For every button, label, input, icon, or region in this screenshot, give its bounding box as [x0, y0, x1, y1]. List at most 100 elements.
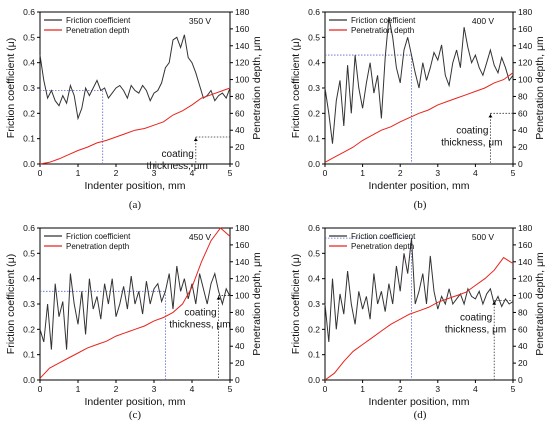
y-tick-label: 0.4 — [308, 274, 320, 284]
y-tick-label: 0.3 — [308, 299, 320, 309]
y2-tick-label: 20 — [235, 358, 245, 368]
panel-label: (b) — [414, 199, 427, 211]
y-tick-label: 0.1 — [308, 134, 320, 144]
friction-coefficient-line — [39, 34, 231, 121]
y2-tick-label: 100 — [235, 75, 249, 85]
y2-tick-label: 180 — [235, 7, 249, 17]
y-tick-label: 0.3 — [23, 299, 35, 309]
x-tick-label: 1 — [360, 384, 365, 394]
annotation-arrow — [193, 137, 198, 141]
y-tick-label: 0.6 — [23, 7, 35, 17]
y2-tick-label: 60 — [235, 324, 245, 334]
x-tick-label: 4 — [473, 384, 478, 394]
y2-tick-label: 120 — [518, 58, 532, 68]
x-axis-title: Indenter position, mm — [85, 180, 186, 192]
legend-label: Friction coefficient — [66, 16, 131, 25]
y-axis-title: Friction coefficient (μ) — [290, 254, 302, 354]
y2-tick-label: 160 — [518, 240, 532, 250]
voltage-label: 500 V — [472, 232, 495, 242]
y-axis-title: Friction coefficient (μ) — [290, 38, 302, 138]
y2-tick-label: 180 — [235, 223, 249, 233]
y2-tick-label: 100 — [518, 291, 532, 301]
annotation-arrow — [492, 301, 497, 305]
x-tick-label: 5 — [511, 168, 516, 178]
y2-tick-label: 160 — [235, 240, 249, 250]
y-tick-label: 0.1 — [23, 134, 35, 144]
annotation-arrow — [488, 114, 493, 118]
y-tick-label: 0.2 — [23, 324, 35, 334]
annotation-arrow — [216, 296, 221, 300]
y2-tick-label: 40 — [235, 125, 245, 135]
y-tick-label: 0.5 — [308, 248, 320, 258]
y-tick-label: 0.0 — [308, 375, 320, 385]
y2-tick-label: 140 — [518, 257, 532, 267]
annotation-line-2: thickness, μm — [441, 137, 502, 148]
y-axis-title: Friction coefficient (μ) — [5, 38, 17, 138]
panel-label: (c) — [129, 409, 142, 421]
x-tick-label: 4 — [190, 168, 195, 178]
legend-label: Friction coefficient — [351, 16, 416, 25]
y-tick-label: 0.0 — [308, 159, 320, 169]
y-tick-label: 0.2 — [308, 108, 320, 118]
y2-tick-label: 0 — [518, 159, 523, 169]
x-axis-title: Indenter position, mm — [369, 396, 470, 408]
x-tick-label: 2 — [114, 168, 119, 178]
y-tick-label: 0.1 — [23, 350, 35, 360]
friction-coefficient-line — [324, 17, 514, 144]
y2-tick-label: 60 — [235, 108, 245, 118]
y2-tick-label: 120 — [518, 274, 532, 284]
y2-tick-label: 0 — [518, 375, 523, 385]
annotation-line-2: thickness, μm — [146, 161, 207, 172]
y2-tick-label: 120 — [235, 274, 249, 284]
y-tick-label: 0.4 — [308, 58, 320, 68]
y-tick-label: 0.2 — [308, 324, 320, 334]
x-tick-label: 0 — [38, 384, 43, 394]
y2-tick-label: 80 — [235, 91, 245, 101]
x-tick-label: 1 — [76, 384, 81, 394]
x-tick-label: 5 — [228, 384, 233, 394]
legend-label: Friction coefficient — [351, 232, 416, 241]
y2-tick-label: 140 — [235, 41, 249, 51]
x-axis-title: Indenter position, mm — [369, 180, 470, 192]
x-tick-label: 5 — [228, 168, 233, 178]
penetration-depth-line — [39, 227, 231, 379]
y-tick-label: 0.6 — [308, 223, 320, 233]
x-tick-label: 1 — [76, 168, 81, 178]
annotation-line-2: thickness, μm — [169, 320, 230, 331]
annotation-line-1: coating — [162, 149, 194, 160]
y-tick-label: 0.2 — [23, 108, 35, 118]
y2-tick-label: 80 — [518, 91, 528, 101]
x-tick-label: 4 — [190, 384, 195, 394]
x-axis-title: Indenter position, mm — [85, 396, 186, 408]
y2-tick-label: 40 — [235, 341, 245, 351]
y2-tick-label: 180 — [518, 223, 532, 233]
y-tick-label: 0.3 — [23, 83, 35, 93]
y-tick-label: 0.5 — [23, 32, 35, 42]
x-tick-label: 1 — [360, 168, 365, 178]
y2-axis-title: Penetration depth, μm — [534, 252, 546, 356]
y2-tick-label: 160 — [235, 24, 249, 34]
y2-tick-label: 80 — [518, 307, 528, 317]
chart-panel-c: 0 1 2 3 4 5 0.0 0.1 0.2 0.3 0.4 0.5 0.6 0 20 40 60 80 100 1… — [5, 223, 263, 421]
y-tick-label: 0.5 — [308, 32, 320, 42]
annotation-line-1: coating — [184, 308, 216, 319]
penetration-depth-line — [39, 87, 231, 165]
y2-tick-label: 100 — [235, 291, 249, 301]
x-tick-label: 0 — [323, 168, 328, 178]
x-tick-label: 0 — [323, 384, 328, 394]
y-tick-label: 0.5 — [23, 248, 35, 258]
panel-label: (a) — [129, 199, 142, 211]
penetration-depth-line — [324, 72, 514, 163]
legend-label: Friction coefficient — [66, 232, 131, 241]
legend-label: Penetration depth — [351, 242, 414, 251]
y2-tick-label: 140 — [235, 257, 249, 267]
y2-tick-label: 0 — [235, 159, 240, 169]
panel-label: (d) — [414, 409, 427, 421]
x-tick-label: 5 — [511, 384, 516, 394]
x-tick-label: 2 — [398, 384, 403, 394]
y2-tick-label: 60 — [518, 324, 528, 334]
voltage-label: 450 V — [189, 232, 212, 242]
annotation-line-1: coating — [460, 313, 492, 324]
x-tick-label: 3 — [435, 384, 440, 394]
